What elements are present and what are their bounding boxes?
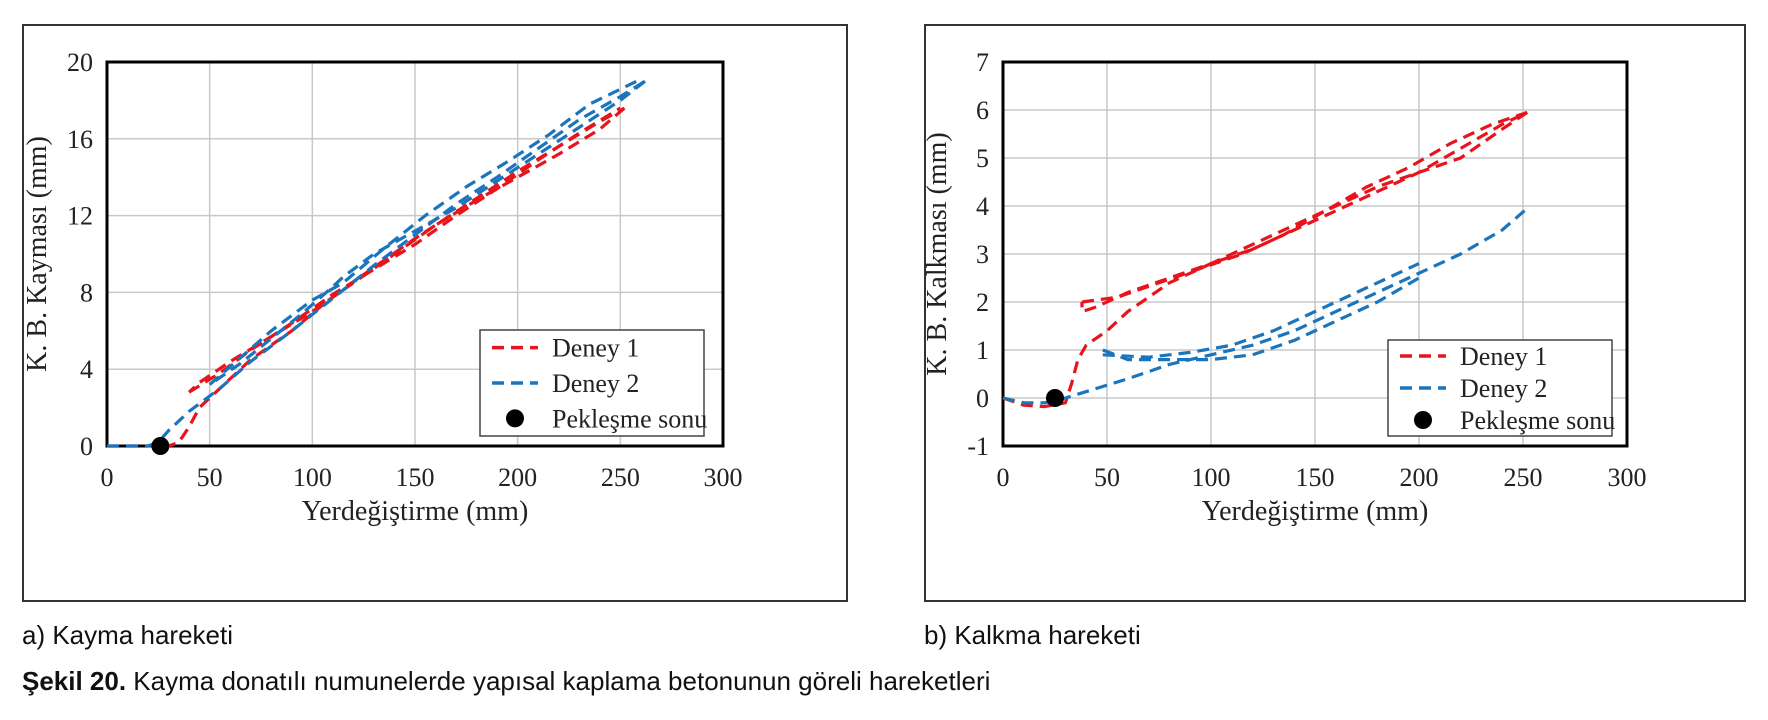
- chart-b-y-tick-label: 1: [976, 336, 989, 365]
- chart-a-x-tick-label: 50: [197, 463, 223, 492]
- chart-b-x-tick-label: 250: [1504, 463, 1543, 492]
- chart-b-y-tick-label: 6: [976, 96, 989, 125]
- chart-b-y-tick-label: 4: [976, 192, 989, 221]
- chart-b-x-tick-label: 100: [1192, 463, 1231, 492]
- chart-a-y-tick-label: 8: [80, 278, 93, 307]
- chart-b-x-tick-label: 50: [1094, 463, 1120, 492]
- chart-a-y-tick-label: 0: [80, 432, 93, 461]
- chart-a-x-tick-label: 250: [601, 463, 640, 492]
- chart-a-y-tick-label: 16: [67, 125, 93, 154]
- chart-a-y-tick-label: 12: [67, 202, 93, 231]
- chart-a-series-2-line: [107, 79, 646, 448]
- chart-a-series-2-line: [208, 79, 646, 386]
- chart-b-y-tick-label: -1: [967, 432, 989, 461]
- chart-b-series-1-line: [1081, 110, 1528, 304]
- chart-a-svg: 0 50 100 150 200 250 300 0 4 8 12 16 20 Yerdeğiştirme…: [24, 48, 743, 527]
- chart-b-legend-label-marker: Pekleşme sonu: [1460, 406, 1615, 435]
- chart-a-series-1-line: [188, 106, 626, 394]
- chart-b-x-tick-label: 150: [1296, 463, 1335, 492]
- chart-a-x-tick-label: 100: [293, 463, 332, 492]
- chart-a-x-tick-label: 300: [704, 463, 743, 492]
- chart-b-series-2-line: [1002, 207, 1529, 405]
- chart-a-legend-label-2: Deney 2: [552, 369, 639, 398]
- chart-panel-a: 0 50 100 150 200 250 300 0 4 8 12 16 20 Yerdeğiştirme…: [22, 24, 848, 602]
- figure-number: Şekil 20.: [22, 666, 127, 696]
- chart-a-x-tick-label: 150: [396, 463, 435, 492]
- chart-b-y-tick-label: 2: [976, 288, 989, 317]
- chart-a-pekleşme-marker: [151, 437, 170, 455]
- chart-a-legend-label-marker: Pekleşme sonu: [552, 404, 707, 433]
- chart-b-legend-label-2: Deney 2: [1460, 374, 1547, 403]
- chart-b-x-axis-label: Yerdeğiştirme (mm): [1202, 496, 1429, 527]
- chart-a-series-2-line: [208, 79, 638, 386]
- chart-a-legend-marker-swatch: [506, 409, 524, 428]
- chart-b-y-tick-label: 7: [976, 48, 989, 77]
- chart-a-y-axis-label: K. B. Kayması (mm): [24, 136, 53, 372]
- chart-b-plot-frame: [1001, 60, 1629, 448]
- chart-b-series-1-line: [1002, 110, 1528, 409]
- chart-b-x-tick-label: 0: [997, 463, 1010, 492]
- chart-b-legend-label-1: Deney 1: [1460, 342, 1547, 371]
- chart-b-y-axis-label: K. B. Kalkması (mm): [926, 132, 953, 375]
- chart-b-y-tick-label: 5: [976, 144, 989, 173]
- chart-a-y-tick-label: 4: [80, 355, 93, 384]
- chart-b-x-tick-label: 300: [1608, 463, 1647, 492]
- chart-b-legend-marker-swatch: [1414, 411, 1432, 429]
- chart-panel-b: 0 50 100 150 200 250 300 -1 0 1 2 3 4 5 6 7 Yerdeğiştirm…: [924, 24, 1746, 602]
- chart-b-series-2-line: [1102, 262, 1420, 359]
- chart-a-y-tick-label: 20: [67, 48, 93, 77]
- chart-a-legend-label-1: Deney 1: [552, 334, 639, 363]
- chart-b-x-tick-label: 200: [1400, 463, 1439, 492]
- chart-a-x-tick-label: 200: [498, 463, 537, 492]
- chart-b-pekleşme-marker: [1046, 389, 1064, 407]
- chart-b-y-tick-label: 3: [976, 240, 989, 269]
- chart-b-y-tick-label: 0: [976, 384, 989, 413]
- chart-a-x-axis-label: Yerdeğiştirme (mm): [302, 496, 529, 527]
- figure-caption: Şekil 20. Kayma donatılı numunelerde yap…: [22, 666, 990, 697]
- chart-a-plot-frame: [105, 60, 725, 448]
- chart-b-svg: 0 50 100 150 200 250 300 -1 0 1 2 3 4 5 6 7 Yerdeğiştirm…: [926, 48, 1647, 527]
- chart-a-x-tick-label: 0: [101, 463, 114, 492]
- panel-a-caption: a) Kayma hareketi: [22, 620, 233, 650]
- figure-caption-text: Kayma donatılı numunelerde yapısal kapla…: [126, 666, 991, 696]
- chart-b-series-2-line: [1102, 276, 1420, 362]
- panel-b-caption: b) Kalkma hareketi: [924, 620, 1141, 650]
- chart-a-series-1-line: [107, 106, 626, 448]
